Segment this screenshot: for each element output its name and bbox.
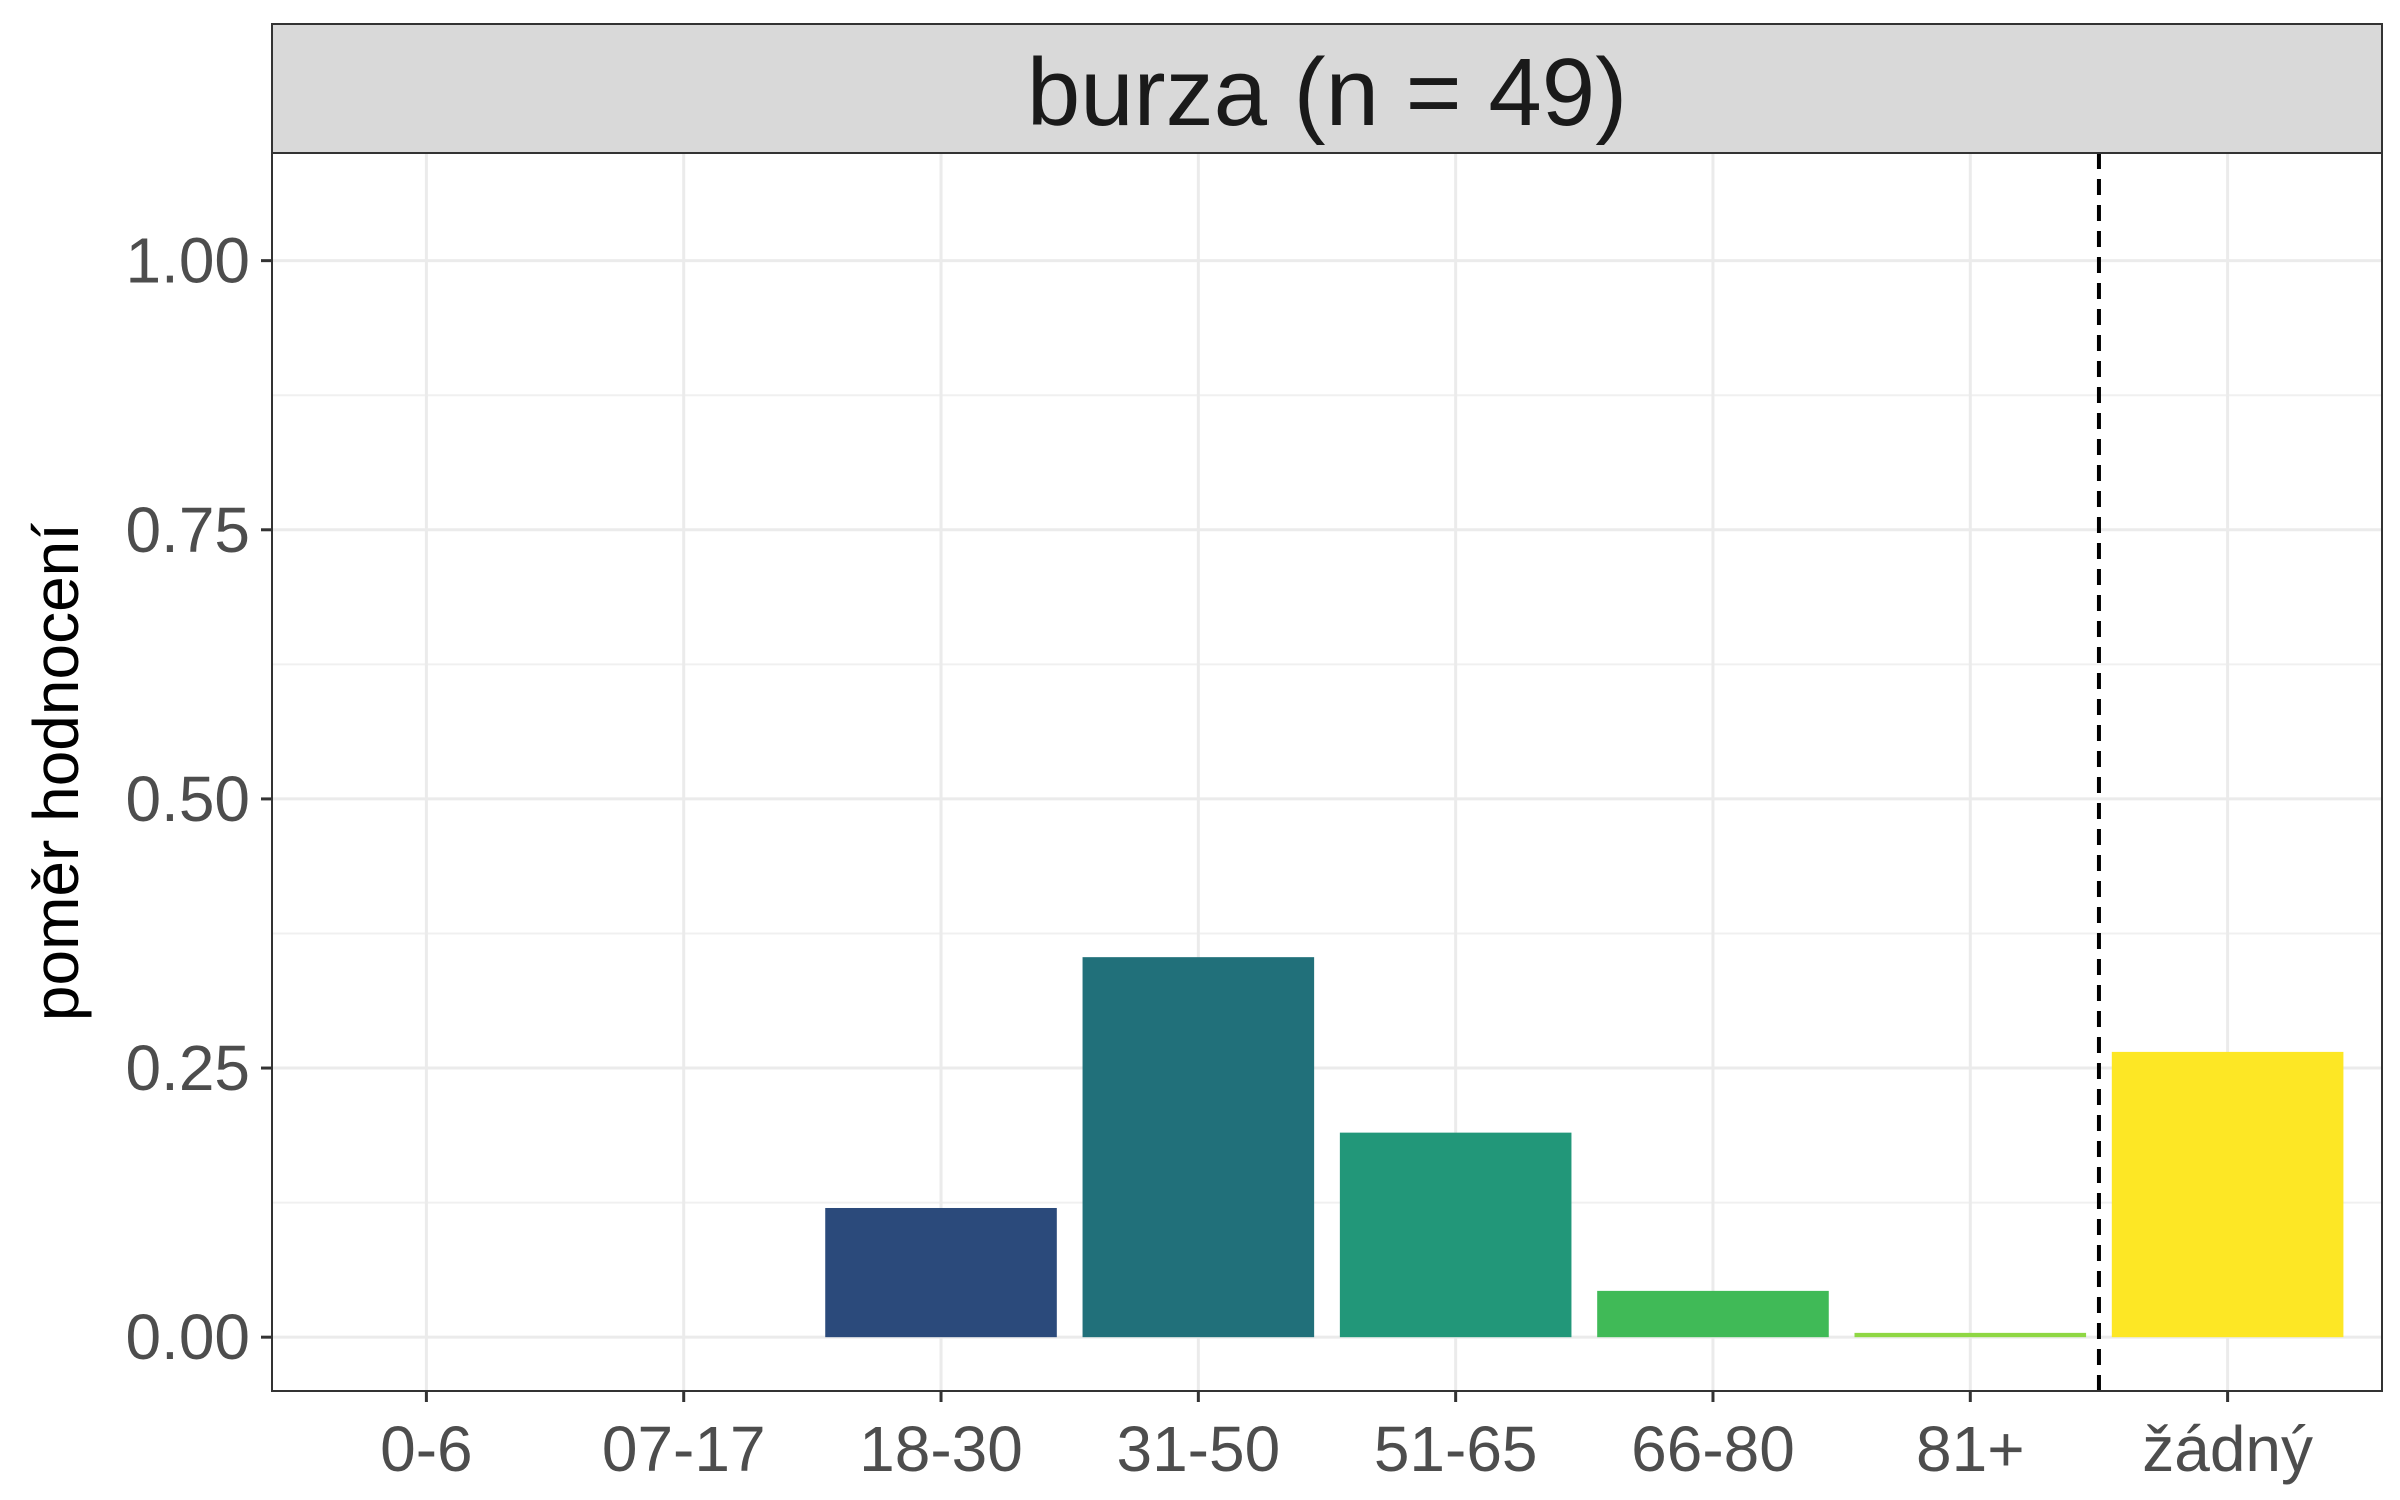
bar-18-30	[825, 1207, 1057, 1338]
bar-31-50	[1082, 957, 1315, 1338]
x-tick-label: 07-17	[602, 1413, 766, 1485]
x-axis: 0-6 07-17 18-30 31-50 51-65 66-80 81+ žádný	[380, 1391, 2313, 1485]
y-tick-label: 0.75	[125, 494, 250, 566]
facet-strip-background	[271, 23, 2383, 154]
y-axis: 0.00 0.25 0.50 0.75 1.00	[125, 225, 272, 1373]
x-tick-label: 51-65	[1374, 1413, 1538, 1485]
y-tick-label: 0.50	[125, 763, 250, 835]
y-tick-label: 0.25	[125, 1032, 250, 1104]
x-tick-label: 31-50	[1116, 1413, 1280, 1485]
x-tick-label: 0-6	[380, 1413, 473, 1485]
x-tick-label: 81+	[1916, 1413, 2025, 1485]
facet-strip: burza (n = 49)	[271, 23, 2383, 154]
y-tick-label: 0.00	[125, 1301, 250, 1373]
y-axis-title: poměr hodnocení	[20, 523, 92, 1021]
bar-81+	[1854, 1332, 2087, 1338]
x-tick-label: 66-80	[1631, 1413, 1795, 1485]
bars	[825, 957, 2344, 1338]
bar-51-65	[1339, 1132, 1572, 1338]
y-tick-label: 1.00	[125, 225, 250, 297]
x-tick-label: 18-30	[859, 1413, 1023, 1485]
facet-title: burza (n = 49)	[1027, 39, 1627, 146]
bar-žádný	[2111, 1051, 2344, 1338]
plot-background	[272, 153, 2382, 1391]
bar-66-80	[1597, 1290, 1829, 1338]
x-tick-label: žádný	[2142, 1413, 2313, 1485]
